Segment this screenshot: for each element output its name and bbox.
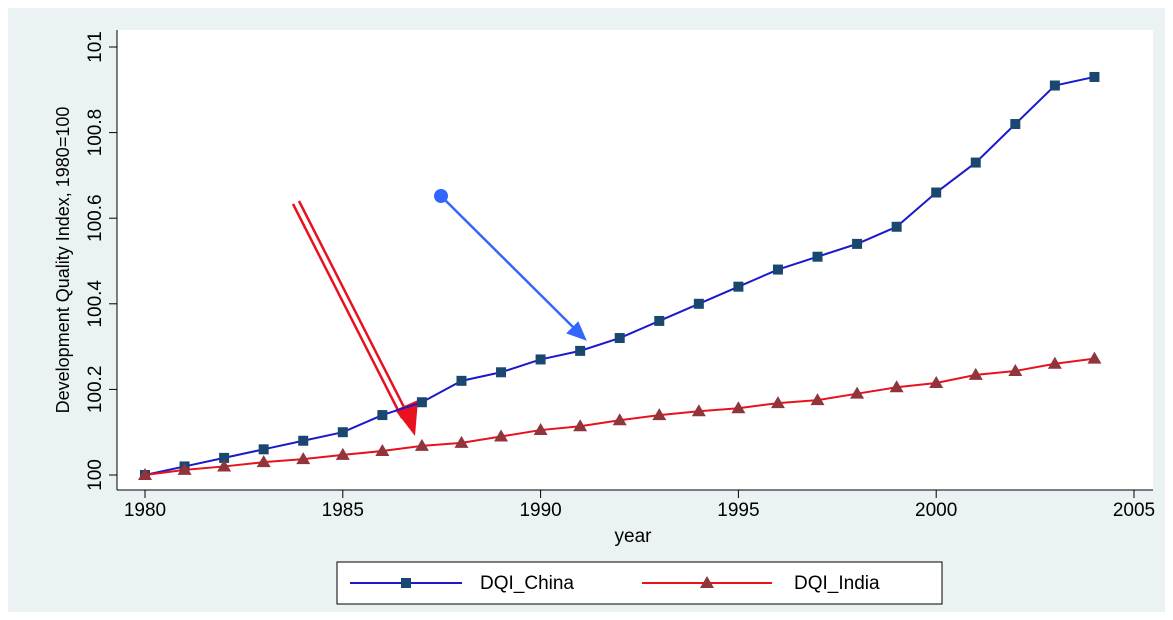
data-point bbox=[810, 393, 825, 406]
data-point bbox=[931, 187, 942, 198]
y-tick-label: 100 bbox=[85, 459, 106, 491]
data-point bbox=[968, 367, 983, 380]
data-point bbox=[416, 397, 427, 408]
x-tick-label: 2000 bbox=[915, 500, 957, 521]
data-point bbox=[533, 423, 548, 436]
data-point bbox=[1089, 71, 1100, 82]
data-point bbox=[770, 396, 785, 409]
data-point bbox=[812, 251, 823, 262]
data-point bbox=[414, 438, 429, 451]
data-point bbox=[970, 157, 981, 168]
x-tick-label: 1980 bbox=[124, 500, 166, 521]
annotation-blue-arrow bbox=[434, 189, 587, 341]
y-axis-label: Development Quality Index, 1980=100 bbox=[53, 107, 73, 414]
legend-label: DQI_India bbox=[794, 573, 880, 594]
data-point bbox=[535, 354, 546, 365]
legend-marker bbox=[700, 576, 714, 588]
data-point bbox=[891, 221, 902, 232]
x-axis-label: year bbox=[615, 526, 653, 547]
data-point bbox=[889, 380, 904, 393]
data-point bbox=[731, 401, 746, 414]
y-tick-label: 100.8 bbox=[85, 109, 106, 157]
data-point bbox=[693, 298, 704, 309]
data-point bbox=[575, 345, 586, 356]
data-point bbox=[375, 444, 390, 457]
x-tick-label: 1995 bbox=[717, 500, 759, 521]
data-point bbox=[850, 386, 865, 399]
data-point bbox=[217, 459, 232, 472]
data-point bbox=[852, 238, 863, 249]
data-point bbox=[494, 429, 509, 442]
data-point bbox=[1010, 119, 1021, 130]
data-point bbox=[377, 410, 388, 421]
data-point bbox=[929, 375, 944, 388]
data-point bbox=[219, 452, 230, 463]
y-tick-label: 100.2 bbox=[85, 366, 106, 414]
data-point bbox=[573, 419, 588, 432]
data-point bbox=[654, 315, 665, 326]
data-point bbox=[772, 264, 783, 275]
x-tick-label: 1985 bbox=[322, 500, 364, 521]
y-tick-label: 101 bbox=[85, 31, 106, 63]
data-point bbox=[1047, 356, 1062, 369]
data-point bbox=[1008, 363, 1023, 376]
data-point bbox=[612, 413, 627, 426]
data-point bbox=[296, 452, 311, 465]
x-tick-label: 1990 bbox=[519, 500, 561, 521]
data-point bbox=[335, 447, 350, 460]
data-point bbox=[496, 367, 507, 378]
data-point bbox=[456, 375, 467, 386]
data-point bbox=[258, 444, 269, 455]
data-point bbox=[177, 462, 192, 475]
x-tick-label: 2005 bbox=[1113, 500, 1155, 521]
data-point bbox=[652, 408, 667, 421]
annotation-red-arrow bbox=[291, 200, 418, 436]
data-point bbox=[138, 468, 152, 480]
plot-area bbox=[117, 30, 1153, 490]
legend-label: DQI_China bbox=[480, 573, 574, 594]
y-tick-label: 100.6 bbox=[85, 194, 106, 242]
data-point bbox=[614, 333, 625, 344]
legend-marker bbox=[401, 578, 411, 588]
y-tick-label: 100.4 bbox=[85, 280, 106, 328]
data-point bbox=[256, 455, 271, 468]
data-point bbox=[298, 435, 309, 446]
data-point bbox=[337, 427, 348, 438]
data-point bbox=[1087, 351, 1102, 364]
data-point bbox=[454, 435, 469, 448]
data-point bbox=[691, 404, 706, 417]
data-point bbox=[733, 281, 744, 292]
data-point bbox=[1049, 80, 1060, 91]
